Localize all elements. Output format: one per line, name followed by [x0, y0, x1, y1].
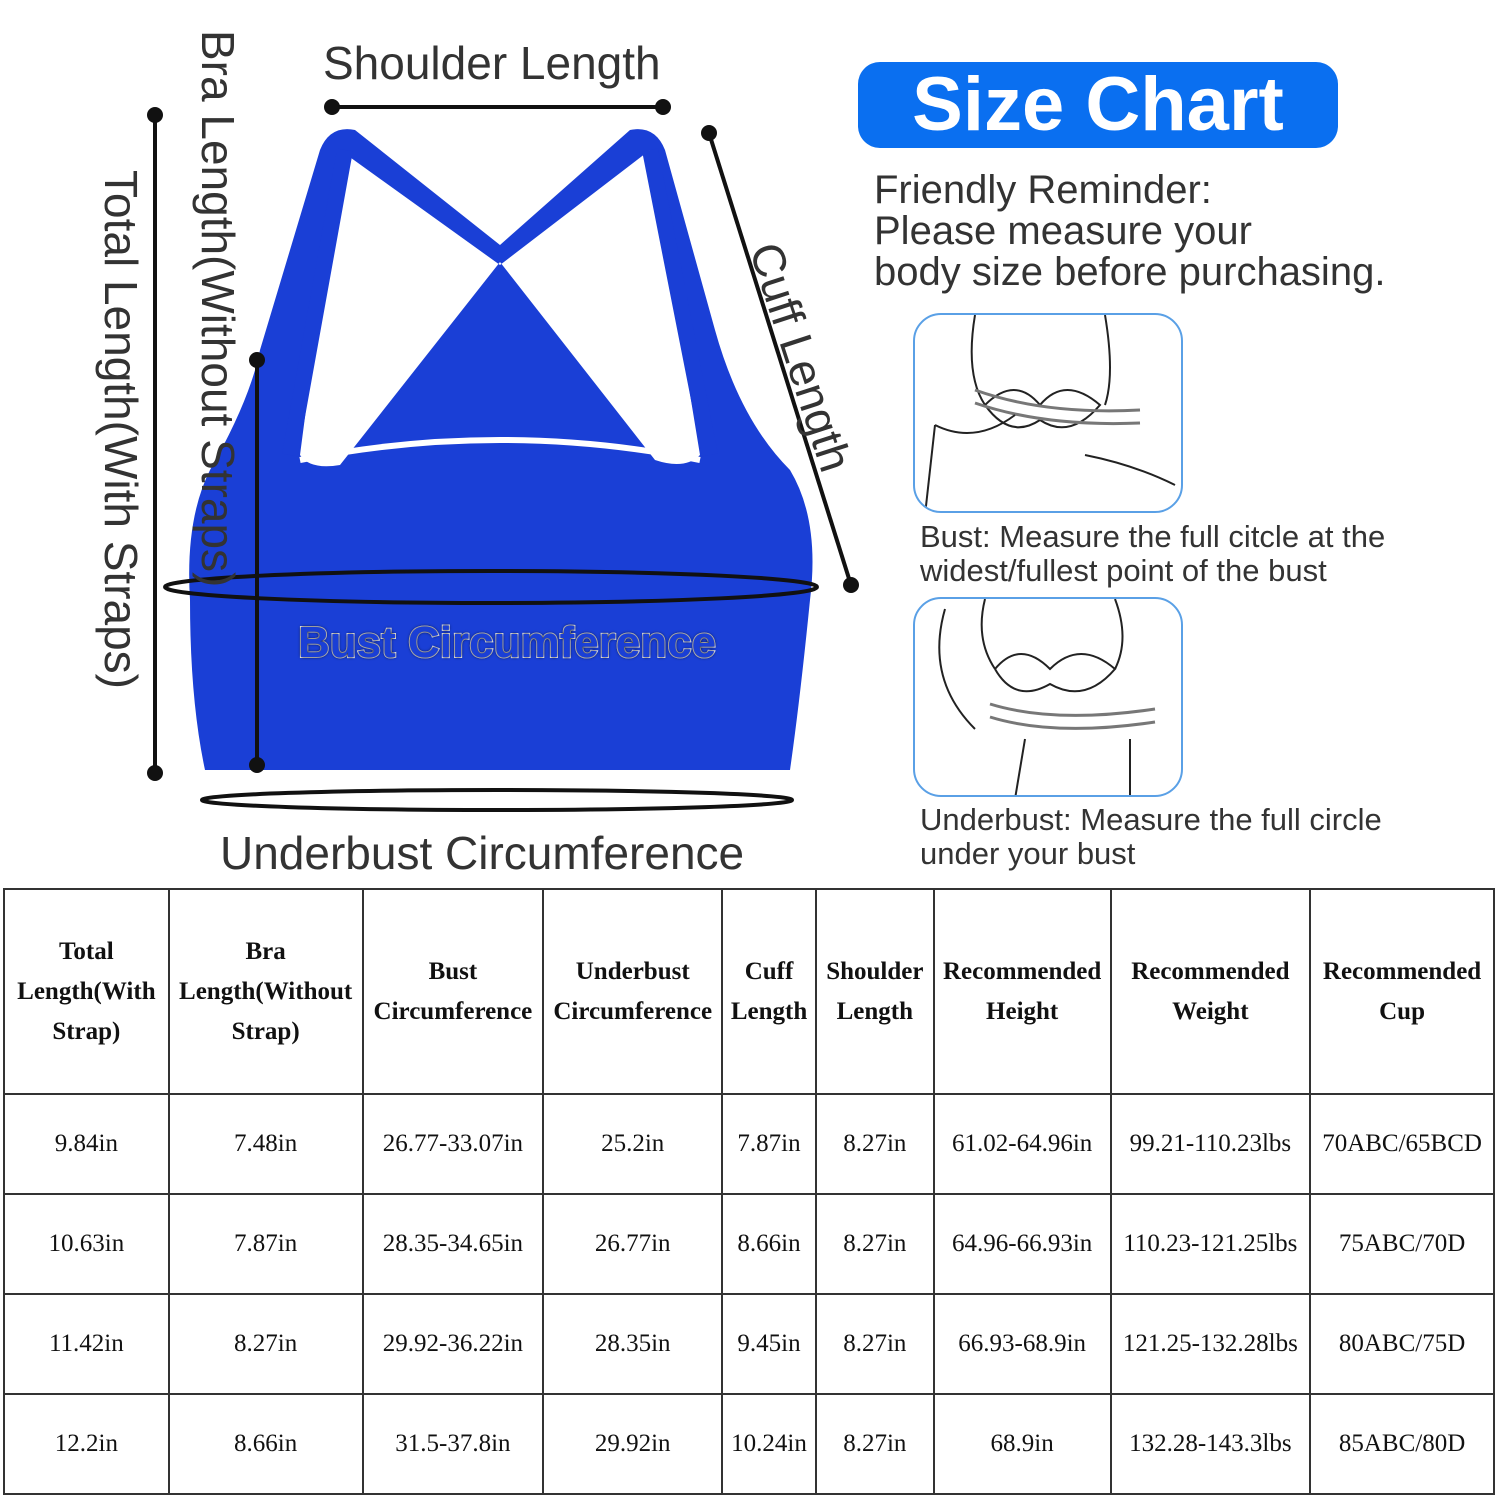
- table-cell: 7.87in: [167, 1193, 364, 1295]
- table-cell: 99.21-110.23lbs: [1109, 1093, 1312, 1195]
- bust-circumference-label: Bust Circumference: [297, 617, 717, 668]
- size-chart-title: Size Chart: [858, 62, 1338, 148]
- table-cell: 31.5-37.8in: [361, 1393, 545, 1495]
- column-header: Bust Circumference: [361, 888, 545, 1095]
- table-header-row: Total Length(With Strap) Bra Length(Without S…: [3, 888, 1495, 1095]
- bra-length-label: Bra Length(Without Straps): [192, 30, 244, 588]
- table-cell: 8.27in: [167, 1293, 364, 1395]
- header-line: Cup: [1379, 997, 1425, 1025]
- size-table: Total Length(With Strap) Bra Length(Without S…: [3, 888, 1495, 1495]
- table-cell: 26.77-33.07in: [361, 1093, 545, 1195]
- header-line: Underbust: [575, 957, 690, 985]
- header-line: Circumference: [553, 997, 713, 1025]
- header-line: Recommended: [1322, 957, 1482, 985]
- product-diagram: [147, 99, 859, 812]
- table-cell: 7.87in: [721, 1093, 817, 1195]
- header-line: Cuff: [744, 957, 794, 985]
- header-line: Length(Without: [179, 977, 353, 1005]
- table-cell: 28.35-34.65in: [361, 1193, 545, 1295]
- table-cell: 61.02-64.96in: [932, 1093, 1112, 1195]
- header-line: Strap): [231, 1017, 300, 1045]
- column-header: Shoulder Length: [814, 888, 935, 1095]
- table-cell: 70ABC/65BCD: [1309, 1093, 1495, 1195]
- table-cell: 7.48in: [167, 1093, 364, 1195]
- table-cell: 68.9in: [932, 1393, 1112, 1495]
- header-line: Length: [730, 997, 808, 1025]
- header-line: Length: [836, 997, 914, 1025]
- sports-bra-illustration: [189, 129, 813, 770]
- table-cell: 9.84in: [3, 1093, 170, 1195]
- column-header: Bra Length(Without Strap): [167, 888, 364, 1095]
- table-cell: 75ABC/70D: [1309, 1193, 1495, 1295]
- table-cell: 8.66in: [167, 1393, 364, 1495]
- table-cell: 9.45in: [721, 1293, 817, 1395]
- header-line: Length(With: [17, 977, 156, 1005]
- table-cell: 8.27in: [814, 1193, 935, 1295]
- table-cell: 132.28-143.3lbs: [1109, 1393, 1312, 1495]
- shoulder-length-label: Shoulder Length: [323, 37, 661, 89]
- header-line: Weight: [1172, 997, 1249, 1025]
- column-header: Recommended Cup: [1309, 888, 1495, 1095]
- reminder-line-3: body size before purchasing.: [874, 250, 1386, 294]
- table-cell: 80ABC/75D: [1309, 1293, 1495, 1395]
- reminder-line-1: Friendly Reminder:: [874, 168, 1212, 212]
- underbust-caption-2: under your bust: [920, 836, 1136, 871]
- table-cell: 10.63in: [3, 1193, 170, 1295]
- table-cell: 8.27in: [814, 1093, 935, 1195]
- table-cell: 28.35in: [542, 1293, 724, 1395]
- table-cell: 8.66in: [721, 1193, 817, 1295]
- header-line: Bust: [428, 957, 478, 985]
- bust-caption-2: widest/fullest point of the bust: [920, 553, 1327, 588]
- table-cell: 11.42in: [3, 1293, 170, 1395]
- table-cell: 26.77in: [542, 1193, 724, 1295]
- header-line: Recommended: [1131, 957, 1290, 985]
- total-length-label: Total Length(With Straps): [95, 170, 147, 690]
- table-cell: 110.23-121.25lbs: [1109, 1193, 1312, 1295]
- table-cell: 121.25-132.28lbs: [1109, 1293, 1312, 1395]
- header-line: Shoulder: [826, 957, 924, 985]
- header-line: Bra: [245, 937, 286, 965]
- header-line: Recommended: [942, 957, 1102, 985]
- table-row: 9.84in 7.48in 26.77-33.07in 25.2in 7.87in 8.2…: [3, 1093, 1495, 1195]
- table-row: 11.42in 8.27in 29.92-36.22in 28.35in 9.45in 8…: [3, 1293, 1495, 1395]
- bust-measure-illustration: [913, 313, 1183, 513]
- header-line: Circumference: [373, 997, 533, 1025]
- table-cell: 29.92-36.22in: [361, 1293, 545, 1395]
- table-cell: 64.96-66.93in: [932, 1193, 1112, 1295]
- column-header: Recommended Height: [932, 888, 1112, 1095]
- header-line: Strap): [52, 1017, 121, 1045]
- table-cell: 8.27in: [814, 1293, 935, 1395]
- bust-caption-1: Bust: Measure the full citcle at the: [920, 519, 1386, 554]
- column-header: Total Length(With Strap): [3, 888, 170, 1095]
- underbust-circumference-label: Underbust Circumference: [220, 827, 745, 879]
- table-cell: 25.2in: [542, 1093, 724, 1195]
- table-row: 12.2in 8.66in 31.5-37.8in 29.92in 10.24in 8.2…: [3, 1393, 1495, 1495]
- header-line: Total: [59, 937, 114, 965]
- column-header: Underbust Circumference: [542, 888, 724, 1095]
- column-header: Cuff Length: [721, 888, 817, 1095]
- table-cell: 29.92in: [542, 1393, 724, 1495]
- table-cell: 12.2in: [3, 1393, 170, 1495]
- table-cell: 8.27in: [814, 1393, 935, 1495]
- table-row: 10.63in 7.87in 28.35-34.65in 26.77in 8.66in 8…: [3, 1193, 1495, 1295]
- table-cell: 85ABC/80D: [1309, 1393, 1495, 1495]
- underbust-caption-1: Underbust: Measure the full circle: [920, 802, 1382, 837]
- table-cell: 10.24in: [721, 1393, 817, 1495]
- table-cell: 66.93-68.9in: [932, 1293, 1112, 1395]
- reminder-line-2: Please measure your: [874, 209, 1252, 253]
- cuff-length-line: [707, 132, 853, 586]
- column-header: Recommended Weight: [1109, 888, 1312, 1095]
- underbust-measure-illustration: [913, 597, 1183, 797]
- bust-ellipse: [163, 569, 819, 605]
- underbust-ellipse: [200, 788, 794, 812]
- header-line: Height: [986, 997, 1059, 1025]
